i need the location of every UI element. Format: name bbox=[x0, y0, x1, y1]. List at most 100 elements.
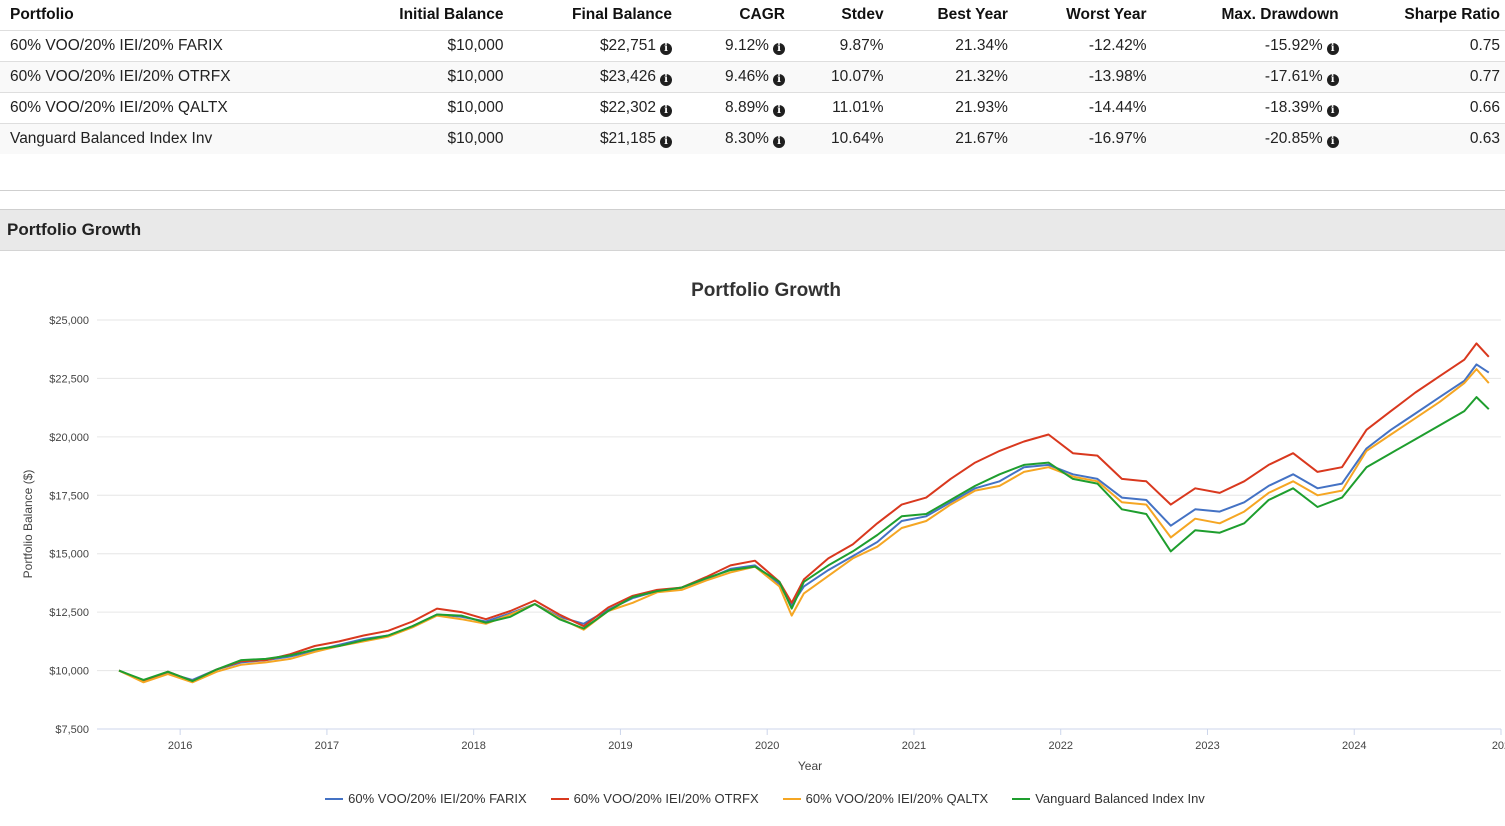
cell-final-balance: $22,751 i bbox=[508, 30, 677, 62]
cell-cagr: 9.46% i bbox=[676, 61, 790, 93]
cell-best-year: 21.93% bbox=[888, 92, 1013, 124]
info-icon[interactable]: i bbox=[772, 105, 785, 117]
info-icon[interactable]: i bbox=[659, 43, 672, 55]
y-axis-title: Portfolio Balance ($) bbox=[21, 470, 35, 579]
series-line bbox=[118, 396, 1490, 683]
cell-stdev: 10.64% bbox=[789, 123, 889, 154]
col-header-initial-balance[interactable]: Initial Balance bbox=[399, 6, 504, 23]
cell-worst-year: -12.42% bbox=[1012, 30, 1152, 62]
chart-svg: $7,500 $10,000 $12,500 $15,000 $17,500 $20,00… bbox=[21, 280, 1505, 773]
value-max-drawdown: -20.85% bbox=[1264, 130, 1323, 147]
col-header-sharpe-ratio[interactable]: Sharpe Ratio bbox=[1404, 6, 1500, 23]
cell-worst-year: -13.98% bbox=[1012, 61, 1152, 93]
cell-worst-year: -16.97% bbox=[1012, 123, 1152, 154]
x-tick-label: 202 bbox=[1492, 740, 1505, 752]
table-row: 60% VOO/20% IEI/20% QALTX $10,000 $22,30… bbox=[0, 92, 1505, 124]
series-line bbox=[118, 363, 1490, 683]
y-tick-label: $22,500 bbox=[49, 373, 89, 385]
y-tick-label: $7,500 bbox=[55, 724, 89, 736]
cell-stdev: 9.87% bbox=[789, 30, 889, 62]
x-tick-label: 2017 bbox=[315, 740, 339, 752]
x-tick-label: 2019 bbox=[608, 740, 632, 752]
x-tick-label: 2021 bbox=[902, 740, 926, 752]
value-cagr: 9.46% bbox=[725, 68, 769, 85]
col-header-worst-year[interactable]: Worst Year bbox=[1066, 6, 1147, 23]
chart-title: Portfolio Growth bbox=[691, 280, 841, 301]
cell-max-drawdown: -18.39% i bbox=[1151, 92, 1344, 124]
portfolio-growth-chart: $7,500 $10,000 $12,500 $15,000 $17,500 $20,00… bbox=[0, 251, 1505, 823]
section-header-portfolio-growth: Portfolio Growth bbox=[0, 209, 1505, 251]
cell-sharpe-ratio: 0.66 bbox=[1343, 92, 1505, 124]
info-icon[interactable]: i bbox=[772, 43, 785, 55]
col-header-best-year[interactable]: Best Year bbox=[937, 6, 1008, 23]
legend-label: 60% VOO/20% IEI/20% FARIX bbox=[348, 791, 527, 806]
legend-item[interactable]: 60% VOO/20% IEI/20% FARIX bbox=[325, 791, 527, 806]
cell-best-year: 21.34% bbox=[888, 30, 1013, 62]
cell-initial-balance: $10,000 bbox=[256, 92, 509, 124]
y-tick-label: $25,000 bbox=[49, 315, 89, 327]
legend-swatch bbox=[325, 797, 344, 800]
table-row: 60% VOO/20% IEI/20% OTRFX $10,000 $23,42… bbox=[0, 61, 1505, 93]
info-icon[interactable]: i bbox=[1326, 136, 1339, 148]
col-header-stdev[interactable]: Stdev bbox=[841, 6, 884, 23]
cell-cagr: 8.30% i bbox=[676, 123, 790, 154]
cell-best-year: 21.32% bbox=[888, 61, 1013, 93]
y-tick-label: $10,000 bbox=[49, 666, 89, 678]
legend-label: Vanguard Balanced Index Inv bbox=[1035, 791, 1205, 806]
x-tick-label: 2024 bbox=[1342, 740, 1366, 752]
cell-sharpe-ratio: 0.77 bbox=[1343, 61, 1505, 93]
legend-swatch bbox=[550, 797, 569, 800]
table-header-row: Portfolio Initial Balance Final Balance … bbox=[0, 0, 1505, 31]
legend-swatch bbox=[1012, 797, 1031, 800]
cell-final-balance: $23,426 i bbox=[508, 61, 677, 93]
x-tick-label: 2018 bbox=[461, 740, 485, 752]
cell-max-drawdown: -20.85% i bbox=[1151, 123, 1344, 154]
legend-item[interactable]: Vanguard Balanced Index Inv bbox=[1012, 791, 1205, 806]
series-line bbox=[118, 342, 1490, 683]
legend-item[interactable]: 60% VOO/20% IEI/20% OTRFX bbox=[550, 791, 759, 806]
legend-swatch bbox=[782, 797, 801, 800]
y-tick-label: $20,000 bbox=[49, 432, 89, 444]
cell-max-drawdown: -17.61% i bbox=[1151, 61, 1344, 93]
value-cagr: 8.89% bbox=[725, 99, 769, 116]
info-icon[interactable]: i bbox=[772, 136, 785, 148]
series-line bbox=[118, 368, 1490, 684]
legend-item[interactable]: 60% VOO/20% IEI/20% QALTX bbox=[782, 791, 989, 806]
cell-sharpe-ratio: 0.63 bbox=[1343, 123, 1505, 154]
info-icon[interactable]: i bbox=[1326, 105, 1339, 117]
value-max-drawdown: -15.92% bbox=[1264, 37, 1323, 54]
value-final-balance: $22,751 bbox=[599, 37, 656, 54]
value-cagr: 9.12% bbox=[725, 37, 769, 54]
info-icon[interactable]: i bbox=[659, 74, 672, 86]
y-tick-label: $15,000 bbox=[49, 549, 89, 561]
table-row: Vanguard Balanced Index Inv $10,000 $21,… bbox=[0, 123, 1505, 154]
table-footer-divider bbox=[0, 156, 1505, 191]
cell-portfolio: Vanguard Balanced Index Inv bbox=[0, 123, 257, 154]
section-title: Portfolio Growth bbox=[7, 220, 142, 239]
info-icon[interactable]: i bbox=[659, 105, 672, 117]
cell-initial-balance: $10,000 bbox=[256, 123, 509, 154]
cell-best-year: 21.67% bbox=[888, 123, 1013, 154]
col-header-cagr[interactable]: CAGR bbox=[739, 6, 785, 23]
col-header-final-balance[interactable]: Final Balance bbox=[572, 6, 672, 23]
value-max-drawdown: -18.39% bbox=[1264, 99, 1323, 116]
x-tick-label: 2016 bbox=[168, 740, 192, 752]
info-icon[interactable]: i bbox=[659, 136, 672, 148]
col-header-portfolio[interactable]: Portfolio bbox=[10, 6, 74, 23]
cell-portfolio: 60% VOO/20% IEI/20% FARIX bbox=[0, 30, 257, 62]
value-final-balance: $22,302 bbox=[599, 99, 656, 116]
col-header-max-drawdown[interactable]: Max. Drawdown bbox=[1221, 6, 1339, 23]
value-final-balance: $21,185 bbox=[599, 130, 656, 147]
cell-worst-year: -14.44% bbox=[1012, 92, 1152, 124]
info-icon[interactable]: i bbox=[1326, 74, 1339, 86]
y-tick-label: $17,500 bbox=[49, 490, 89, 502]
summary-table: Portfolio Initial Balance Final Balance … bbox=[0, 0, 1505, 154]
cell-stdev: 11.01% bbox=[789, 92, 889, 124]
chart-legend: 60% VOO/20% IEI/20% FARIX 60% VOO/20% IEI… bbox=[0, 791, 1505, 806]
cell-stdev: 10.07% bbox=[789, 61, 889, 93]
legend-label: 60% VOO/20% IEI/20% QALTX bbox=[805, 791, 989, 806]
cell-portfolio: 60% VOO/20% IEI/20% OTRFX bbox=[0, 61, 257, 93]
cell-portfolio: 60% VOO/20% IEI/20% QALTX bbox=[0, 92, 257, 124]
info-icon[interactable]: i bbox=[1326, 43, 1339, 55]
info-icon[interactable]: i bbox=[772, 74, 785, 86]
